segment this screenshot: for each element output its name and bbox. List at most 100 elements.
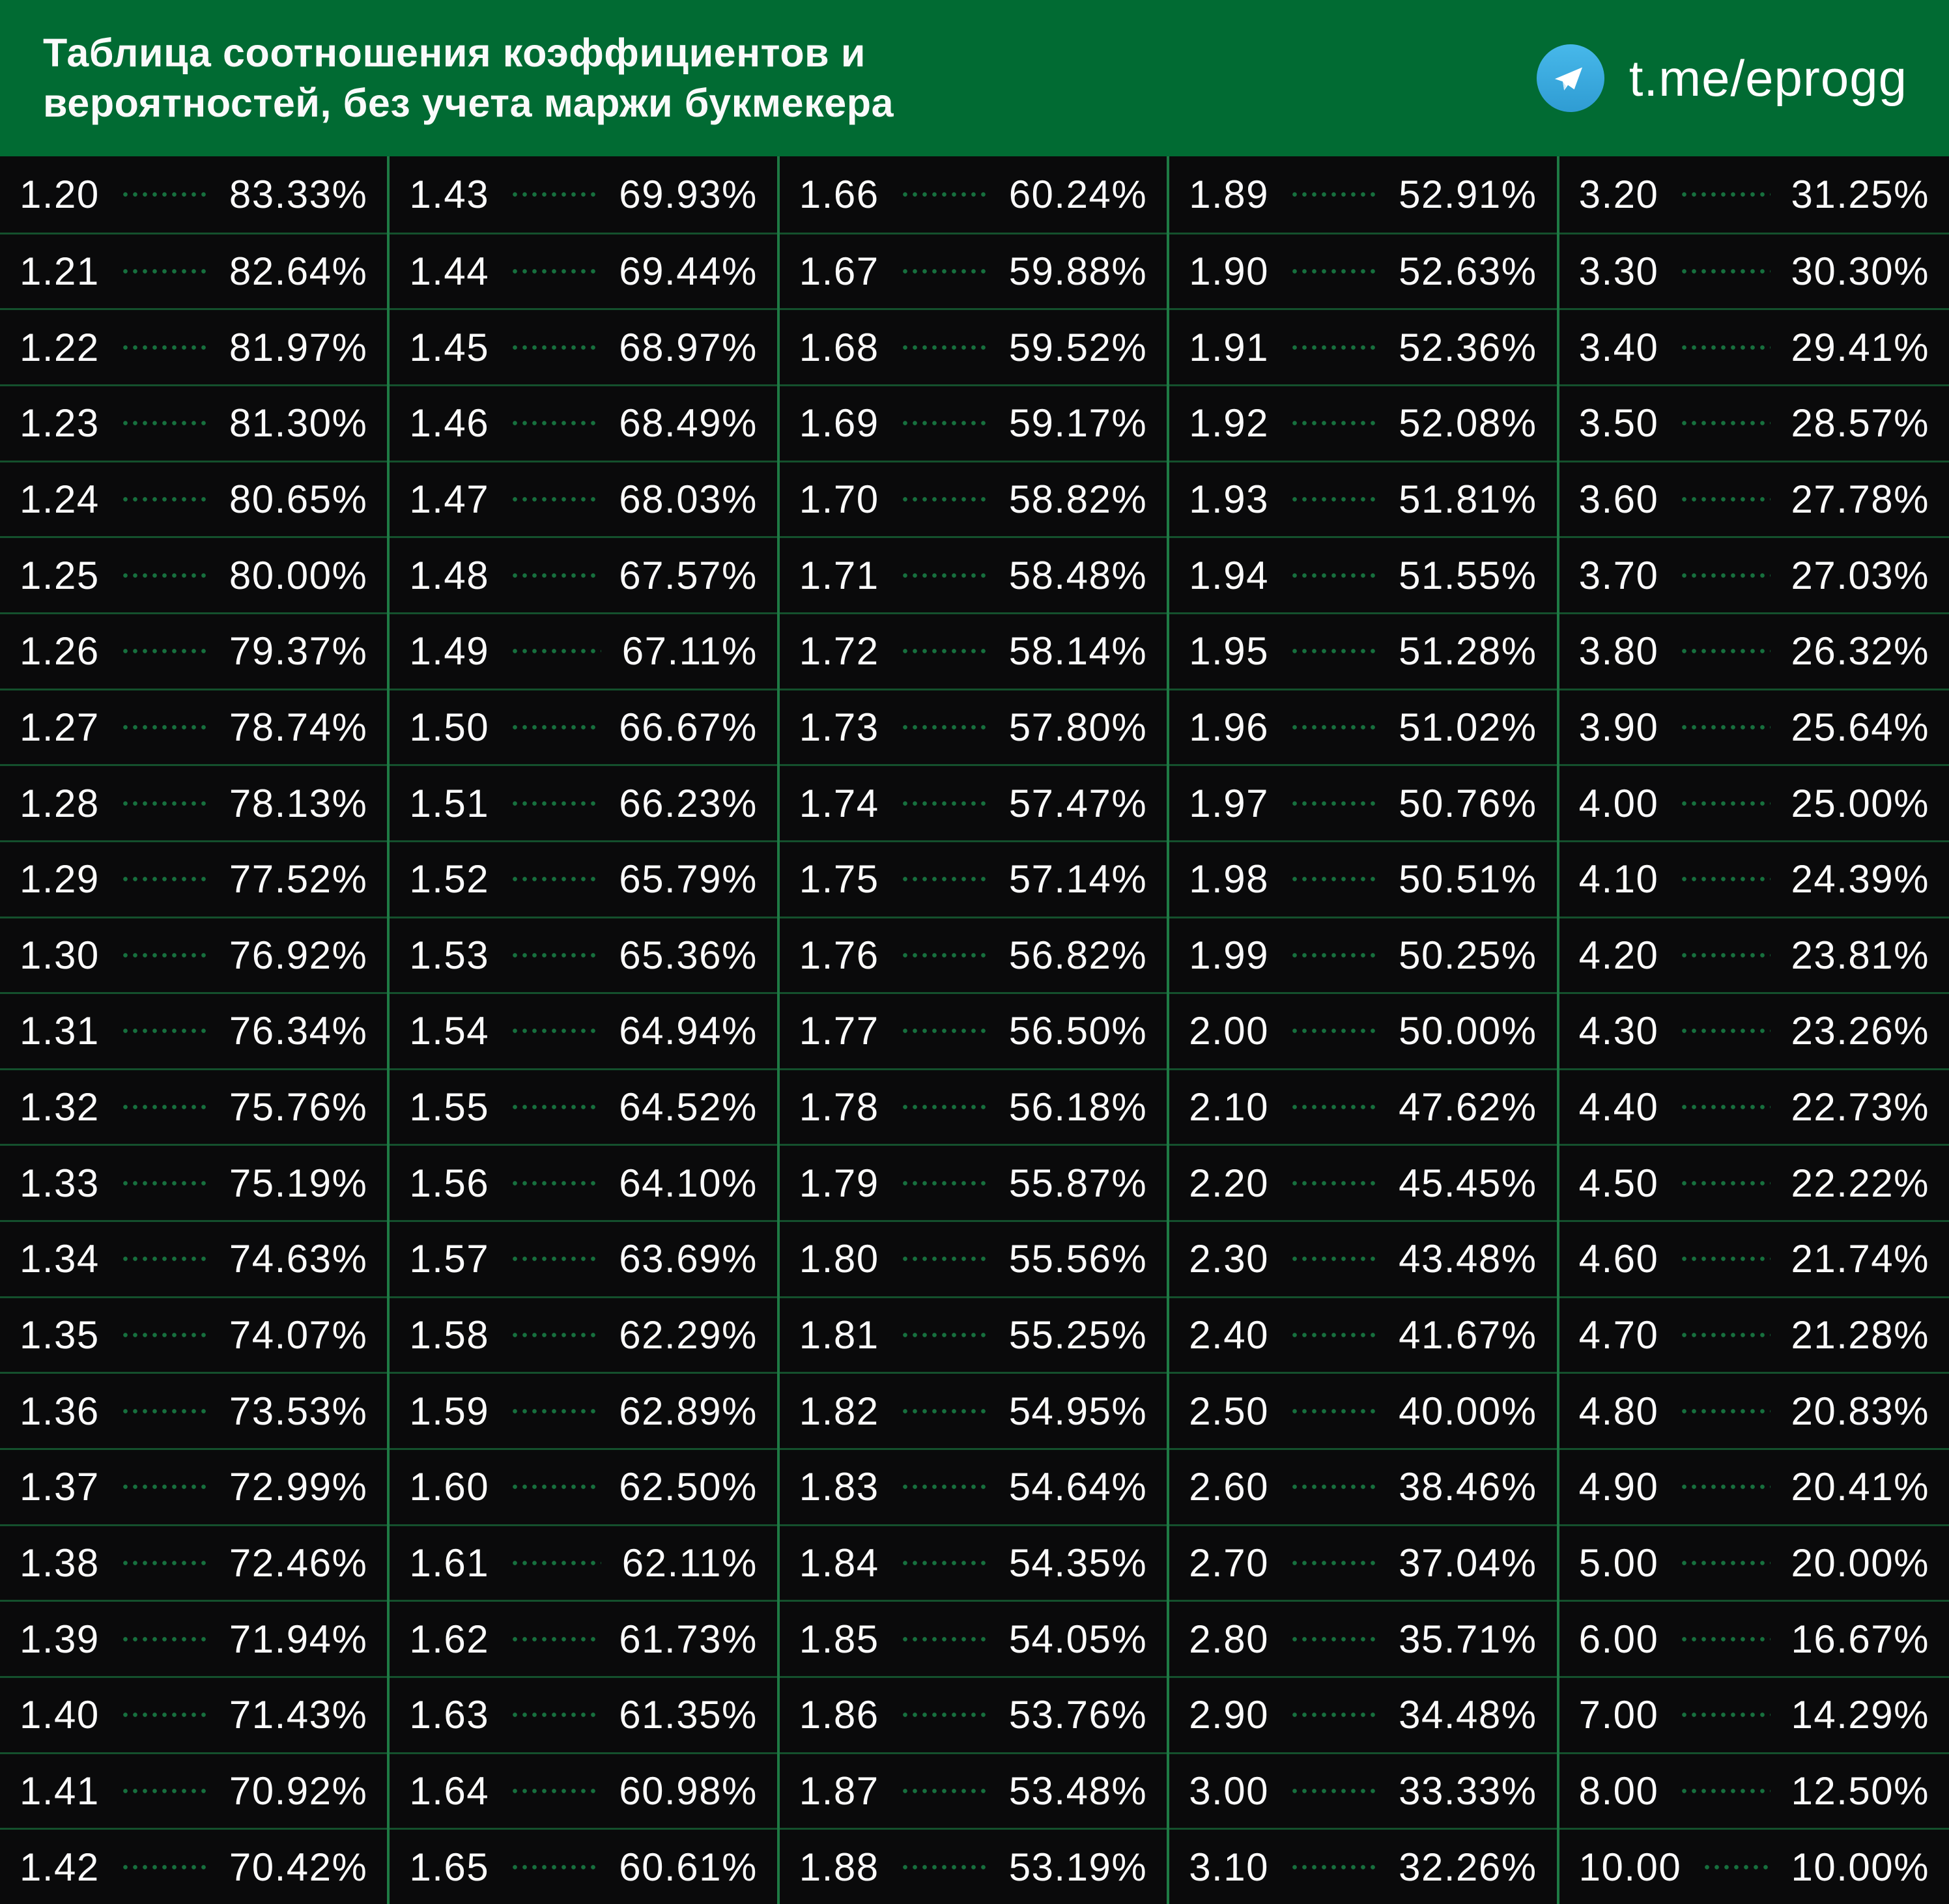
- table-row: 1.58 62.29%: [390, 1296, 777, 1372]
- odds-value: 2.70: [1189, 1541, 1269, 1585]
- dotted-leader: [1679, 268, 1771, 274]
- probability-value: 52.08%: [1399, 401, 1537, 446]
- odds-value: 1.49: [409, 629, 490, 674]
- dotted-leader: [510, 876, 599, 883]
- probability-value: 37.04%: [1399, 1541, 1537, 1585]
- probability-value: 79.37%: [229, 629, 368, 674]
- odds-value: 3.00: [1189, 1769, 1269, 1813]
- odds-value: 1.52: [409, 857, 490, 902]
- table-column: 1.43 69.93% 1.44 69.44% 1.45 68.97% 1.46 68.49%…: [390, 156, 780, 1904]
- dotted-leader: [120, 268, 208, 274]
- probability-value: 59.17%: [1008, 401, 1148, 446]
- table-row: 1.38 72.46%: [0, 1524, 388, 1600]
- dotted-leader: [1289, 1712, 1378, 1718]
- probability-value: 62.29%: [619, 1313, 758, 1357]
- table-row: 1.77 56.50%: [779, 992, 1167, 1068]
- probability-value: 66.67%: [619, 705, 758, 749]
- table-row: 4.90 20.41%: [1559, 1448, 1949, 1524]
- dotted-leader: [1679, 648, 1771, 655]
- probability-value: 56.82%: [1008, 933, 1148, 977]
- dotted-leader: [510, 724, 599, 730]
- odds-value: 1.86: [799, 1693, 879, 1737]
- dotted-leader: [900, 1104, 988, 1111]
- odds-value: 1.53: [409, 933, 490, 977]
- odds-value: 1.54: [409, 1009, 490, 1053]
- telegram-badge[interactable]: t.me/eprogg: [1536, 44, 1907, 112]
- table-row: 1.47 68.03%: [390, 460, 777, 537]
- table-row: 4.40 22.73%: [1559, 1068, 1949, 1144]
- odds-value: 4.10: [1578, 857, 1659, 902]
- table-column: 3.20 31.25% 3.30 30.30% 3.40 29.41% 3.50 28.57%…: [1559, 156, 1949, 1904]
- odds-value: 1.57: [409, 1237, 490, 1281]
- probability-value: 83.33%: [229, 172, 368, 216]
- odds-value: 1.45: [409, 325, 490, 369]
- table-row: 1.72 58.14%: [779, 612, 1167, 689]
- table-row: 1.71 58.48%: [779, 536, 1167, 612]
- probability-value: 43.48%: [1399, 1237, 1537, 1281]
- table-row: 1.51 66.23%: [390, 764, 777, 840]
- probability-value: 80.65%: [229, 477, 368, 521]
- dotted-leader: [1679, 800, 1771, 806]
- dotted-leader: [120, 648, 208, 655]
- probability-value: 24.39%: [1791, 857, 1929, 902]
- odds-value: 1.64: [409, 1769, 490, 1813]
- odds-value: 1.40: [20, 1693, 100, 1737]
- table-row: 1.99 50.25%: [1169, 916, 1557, 993]
- probability-value: 53.19%: [1008, 1845, 1148, 1889]
- dotted-leader: [1289, 1864, 1378, 1870]
- probability-value: 75.76%: [229, 1085, 368, 1130]
- table-row: 1.85 54.05%: [779, 1600, 1167, 1676]
- probability-value: 54.35%: [1008, 1541, 1148, 1585]
- dotted-leader: [1289, 420, 1378, 427]
- table-row: 1.73 57.80%: [779, 688, 1167, 765]
- table-row: 1.96 51.02%: [1169, 688, 1557, 765]
- dotted-leader: [900, 268, 988, 274]
- dotted-leader: [1679, 344, 1771, 350]
- table-row: 3.20 31.25%: [1559, 156, 1949, 233]
- probability-value: 59.88%: [1008, 249, 1148, 293]
- probability-value: 67.57%: [619, 553, 758, 597]
- table-row: 1.97 50.76%: [1169, 764, 1557, 840]
- odds-value: 1.72: [799, 629, 879, 674]
- dotted-leader: [1289, 191, 1378, 197]
- probability-value: 30.30%: [1791, 249, 1929, 293]
- odds-value: 3.20: [1578, 172, 1659, 216]
- table-row: 3.50 28.57%: [1559, 384, 1949, 461]
- table-row: 1.64 60.98%: [390, 1752, 777, 1828]
- table-row: 1.92 52.08%: [1169, 384, 1557, 461]
- probability-value: 41.67%: [1399, 1313, 1537, 1357]
- dotted-leader: [1679, 1332, 1771, 1339]
- dotted-leader: [510, 1712, 599, 1718]
- odds-value: 3.90: [1578, 705, 1659, 749]
- dotted-leader: [1289, 724, 1378, 730]
- probability-value: 50.25%: [1399, 933, 1537, 977]
- dotted-leader: [120, 1256, 208, 1262]
- dotted-leader: [120, 800, 208, 806]
- probability-value: 54.05%: [1008, 1617, 1148, 1661]
- table-row: 1.91 52.36%: [1169, 308, 1557, 384]
- probability-value: 82.64%: [229, 249, 368, 293]
- probability-value: 68.03%: [619, 477, 758, 521]
- table-row: 1.49 67.11%: [390, 612, 777, 689]
- table-row: 1.84 54.35%: [779, 1524, 1167, 1600]
- table-row: 1.69 59.17%: [779, 384, 1167, 461]
- table-row: 3.70 27.03%: [1559, 536, 1949, 612]
- probability-value: 52.91%: [1399, 172, 1537, 216]
- telegram-icon: [1536, 44, 1604, 112]
- probability-value: 47.62%: [1399, 1085, 1537, 1130]
- odds-value: 2.20: [1189, 1161, 1269, 1205]
- odds-value: 8.00: [1578, 1769, 1659, 1813]
- odds-value: 2.90: [1189, 1693, 1269, 1737]
- probability-value: 75.19%: [229, 1161, 368, 1205]
- probability-value: 63.69%: [619, 1237, 758, 1281]
- dotted-leader: [1289, 1256, 1378, 1262]
- table-row: 1.67 59.88%: [779, 232, 1167, 309]
- dotted-leader: [1289, 1332, 1378, 1339]
- odds-value: 1.36: [20, 1389, 100, 1433]
- odds-value: 3.60: [1578, 477, 1659, 521]
- dotted-leader: [510, 1636, 599, 1642]
- probability-value: 35.71%: [1399, 1617, 1537, 1661]
- odds-value: 7.00: [1578, 1693, 1659, 1737]
- table-row: 1.30 76.92%: [0, 916, 388, 993]
- dotted-leader: [1289, 1180, 1378, 1186]
